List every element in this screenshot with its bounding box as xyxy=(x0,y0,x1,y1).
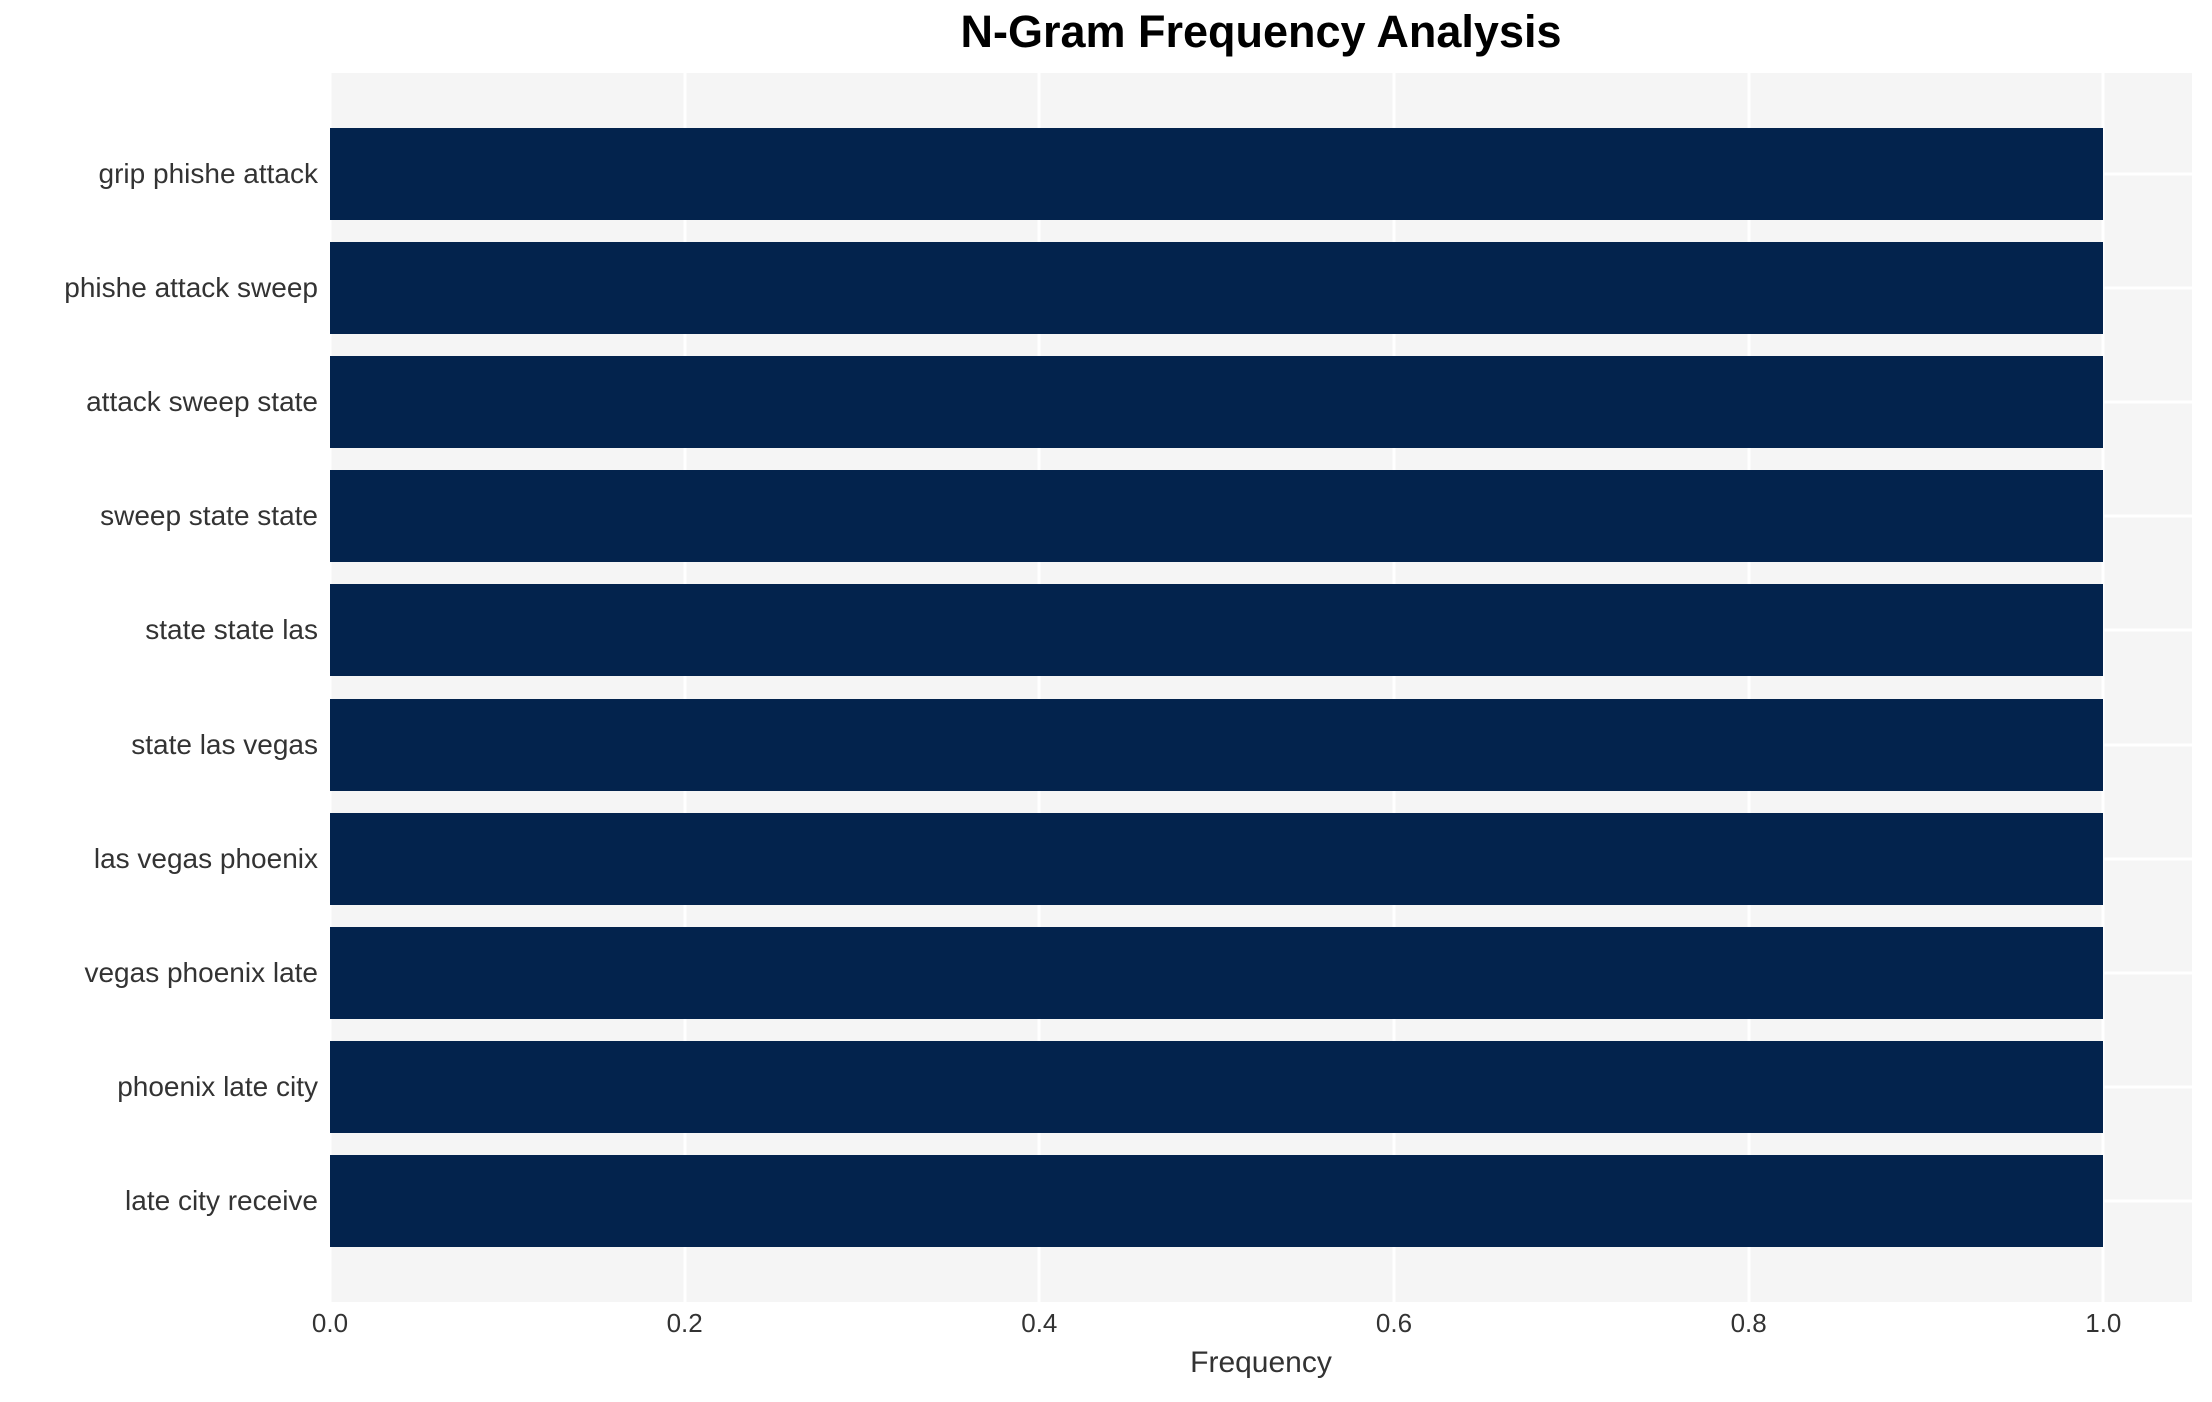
bar xyxy=(330,1154,2104,1247)
bar xyxy=(330,698,2104,791)
x-tick-label: 0.4 xyxy=(1021,1308,1058,1338)
gridline-vertical xyxy=(1037,73,1041,1302)
gridline-vertical xyxy=(2101,73,2105,1302)
x-axis-title: Frequency xyxy=(1190,1346,1332,1379)
x-axis-ticks: 0.0 0.2 0.4 0.6 0.8 1.0 xyxy=(312,1308,2192,1342)
x-tick-label: 0.8 xyxy=(1730,1308,1767,1338)
y-axis-label: state state las xyxy=(145,614,318,646)
x-tick-label: 0.6 xyxy=(1375,1308,1413,1338)
x-tick-label: 0.0 xyxy=(311,1308,349,1338)
gridline-vertical xyxy=(1747,73,1751,1302)
y-axis-label: vegas phoenix late xyxy=(84,956,318,988)
gridline-vertical xyxy=(1392,73,1396,1302)
x-tick-label: 1.0 xyxy=(2085,1308,2122,1338)
y-axis-label: phoenix late city xyxy=(117,1070,318,1102)
y-axis-label: attack sweep state xyxy=(86,386,318,418)
bar xyxy=(330,812,2104,905)
y-axis-label: sweep state state xyxy=(100,500,318,532)
gridline-vertical xyxy=(328,73,332,1302)
bar xyxy=(330,584,2104,677)
x-tick-label: 0.2 xyxy=(666,1308,703,1338)
bar xyxy=(330,926,2104,1019)
bar xyxy=(330,242,2104,335)
bar xyxy=(330,470,2104,563)
y-axis-label: state las vegas xyxy=(131,728,318,760)
plot-area xyxy=(328,73,2192,1302)
bar xyxy=(330,356,2104,449)
y-axis-label: las vegas phoenix xyxy=(93,842,318,874)
gridline-vertical xyxy=(683,73,687,1302)
y-axis-label: grip phishe attack xyxy=(98,158,318,190)
y-axis-labels: grip phishe attack phishe attack sweep att… xyxy=(0,73,318,1302)
y-axis-label: late city receive xyxy=(125,1184,318,1216)
bar xyxy=(330,128,2104,221)
chart-title: N-Gram Frequency Analysis xyxy=(960,6,1562,57)
bar xyxy=(330,1040,2104,1133)
y-axis-label: phishe attack sweep xyxy=(64,272,318,304)
